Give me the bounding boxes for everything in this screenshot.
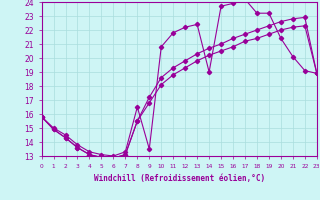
X-axis label: Windchill (Refroidissement éolien,°C): Windchill (Refroidissement éolien,°C) <box>94 174 265 183</box>
